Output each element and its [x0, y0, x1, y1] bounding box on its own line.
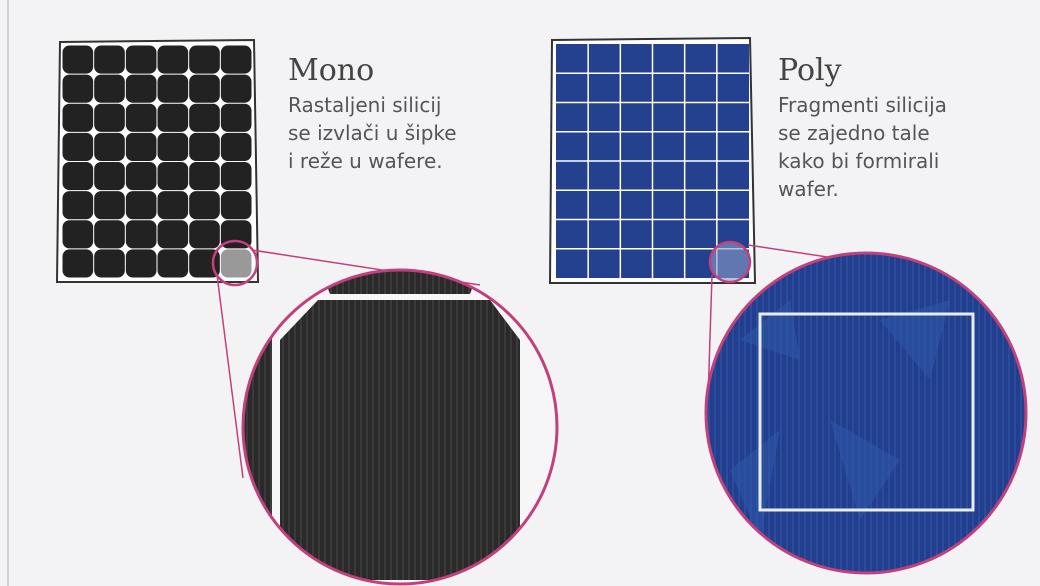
mono-cell [94, 249, 125, 278]
mono-cell [189, 162, 220, 191]
mono-cells [62, 45, 252, 278]
mono-cell [62, 162, 94, 191]
poly-title: Poly [778, 53, 842, 88]
description-line: Fragmenti silicija [778, 93, 947, 117]
mono-cell [125, 220, 157, 249]
mono-cell [62, 249, 94, 278]
poly-description: Fragmenti silicija se zajedno tale kako bi… [778, 93, 947, 201]
mono-cell [157, 132, 189, 161]
mono-title: Mono [288, 53, 374, 88]
mono-cell [94, 45, 125, 74]
mono-cell [94, 191, 125, 220]
zoom-spot [708, 240, 752, 284]
mono-cell [220, 103, 252, 132]
mono-cell [125, 249, 157, 278]
mono-cell [94, 103, 125, 132]
mono-cell [220, 162, 252, 191]
description-line: se izvlači u šipke [288, 121, 457, 145]
mono-cell [220, 132, 252, 161]
mono-cell [220, 74, 252, 103]
mono-zoom-ring [241, 268, 559, 586]
mono-cell [125, 74, 157, 103]
mono-cell [157, 249, 189, 278]
mono-cell [94, 74, 125, 103]
description-line: se zajedno tale [778, 121, 930, 145]
mono-cell [94, 162, 125, 191]
mono-cell [157, 45, 189, 74]
mono-cell [157, 103, 189, 132]
mono-cell [62, 220, 94, 249]
mono-cell [220, 191, 252, 220]
mono-cell [189, 103, 220, 132]
mono-zoom [244, 271, 556, 583]
mono-cell [157, 191, 189, 220]
mono-cell [62, 191, 94, 220]
mono-cell [62, 103, 94, 132]
mono-cell [62, 74, 94, 103]
mono-cell [94, 220, 125, 249]
poly-zoom [707, 254, 1025, 572]
mono-cell [220, 45, 252, 74]
description-line: i reže u wafere. [288, 149, 443, 173]
poly-grid [556, 44, 749, 278]
mono-cell [189, 74, 220, 103]
description-line: kako bi formirali [778, 149, 939, 173]
zoom-spot [211, 239, 259, 287]
mono-cell [157, 220, 189, 249]
mono-description: Rastaljeni silicij se izvlači u šipke i re… [288, 93, 457, 173]
description-line: wafer. [778, 177, 839, 201]
mono-cell [157, 162, 189, 191]
mono-cell [189, 249, 220, 278]
mono-cell [157, 74, 189, 103]
mono-cell [62, 132, 94, 161]
poly-zoom-ring [704, 251, 1028, 575]
mono-cell [189, 132, 220, 161]
mono-cell [125, 132, 157, 161]
description-line: Rastaljeni silicij [288, 93, 441, 117]
mono-cell [189, 191, 220, 220]
mono-cell [125, 191, 157, 220]
mono-cell [125, 162, 157, 191]
zoom-line [216, 274, 244, 479]
mono-cell [189, 220, 220, 249]
mono-cell [94, 132, 125, 161]
mono-cell [220, 249, 252, 278]
mono-cell [125, 103, 157, 132]
mono-cell [189, 45, 220, 74]
mono-cell [125, 45, 157, 74]
mono-cell [62, 45, 94, 74]
